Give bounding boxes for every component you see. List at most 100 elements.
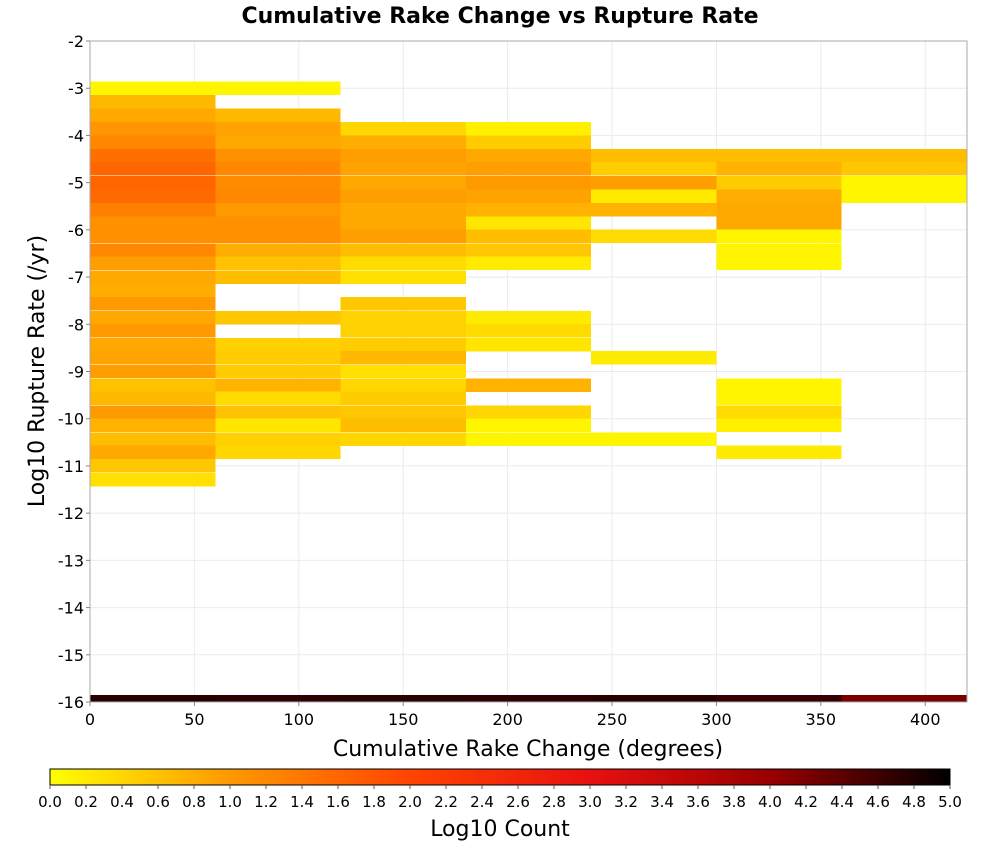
heatmap-cell bbox=[215, 270, 341, 284]
heatmap-cell bbox=[465, 202, 592, 217]
heatmap-cell bbox=[340, 229, 466, 244]
heatmap-cell bbox=[90, 459, 216, 473]
heatmap-cell bbox=[215, 229, 341, 244]
heatmap-cell bbox=[215, 202, 341, 217]
colorbar-tick-label: 4.2 bbox=[794, 793, 818, 811]
heatmap-cell bbox=[90, 337, 216, 352]
heatmap-cell bbox=[90, 81, 216, 95]
colorbar-tick-label: 0.2 bbox=[74, 793, 98, 811]
heatmap-cell bbox=[340, 391, 466, 406]
heatmap-cell bbox=[90, 378, 216, 392]
heatmap-cell bbox=[716, 695, 842, 702]
x-tick-label: 250 bbox=[597, 710, 628, 729]
heatmap-cell bbox=[90, 135, 216, 149]
heatmap-cell bbox=[716, 256, 842, 271]
colorbar-tick-label: 1.4 bbox=[290, 793, 314, 811]
heatmap-cell bbox=[591, 175, 717, 190]
heatmap-cell bbox=[465, 256, 592, 271]
heatmap-cell bbox=[591, 432, 717, 446]
heatmap-cell bbox=[215, 378, 341, 392]
y-tick-label: -4 bbox=[68, 126, 84, 145]
heatmap-cell bbox=[90, 270, 216, 284]
heatmap-cell bbox=[716, 418, 842, 433]
heatmap-cell bbox=[591, 229, 717, 244]
heatmap-cell bbox=[340, 243, 466, 257]
heatmap-cell bbox=[90, 472, 216, 487]
x-tick-label: 400 bbox=[910, 710, 941, 729]
heatmap-cell bbox=[340, 310, 466, 325]
heatmap-cell bbox=[465, 695, 592, 702]
heatmap-cell bbox=[215, 175, 341, 190]
heatmap-cell bbox=[465, 243, 592, 257]
heatmap-cell bbox=[90, 391, 216, 406]
heatmap-cell bbox=[591, 351, 717, 365]
colorbar-tick-label: 0.6 bbox=[146, 793, 170, 811]
heatmap-cell bbox=[465, 432, 592, 446]
heatmap-cell bbox=[215, 122, 341, 136]
heatmap-cell bbox=[340, 162, 466, 176]
heatmap-cells bbox=[90, 81, 967, 702]
heatmap-cell bbox=[340, 418, 466, 433]
heatmap-cell bbox=[215, 135, 341, 149]
heatmap-cell bbox=[215, 108, 341, 122]
heatmap-cell bbox=[215, 162, 341, 176]
x-axis-ticks: 0 50 100 150 200 250 300 350 400 bbox=[85, 702, 941, 729]
colorbar-tick-label: 3.8 bbox=[722, 793, 746, 811]
heatmap-cell bbox=[465, 324, 592, 338]
heatmap-cell bbox=[90, 351, 216, 365]
colorbar-tick-label: 4.6 bbox=[866, 793, 890, 811]
heatmap-cell bbox=[340, 337, 466, 352]
heatmap-cell bbox=[215, 418, 341, 433]
heatmap-cell bbox=[215, 243, 341, 257]
heatmap-cell bbox=[90, 202, 216, 217]
colorbar-tick-label: 2.0 bbox=[398, 793, 422, 811]
heatmap-cell bbox=[90, 364, 216, 379]
heatmap-cell bbox=[716, 391, 842, 406]
heatmap-cell bbox=[841, 162, 967, 176]
heatmap-cell bbox=[716, 202, 842, 217]
colorbar-tick-label: 0.4 bbox=[110, 793, 134, 811]
heatmap-cell bbox=[716, 405, 842, 419]
heatmap-cell bbox=[90, 324, 216, 338]
heatmap-cell bbox=[90, 418, 216, 433]
heatmap-cell bbox=[340, 148, 466, 163]
heatmap-cell bbox=[215, 81, 341, 95]
colorbar-tick-label: 1.6 bbox=[326, 793, 350, 811]
heatmap-cell bbox=[465, 216, 592, 230]
y-tick-label: -3 bbox=[68, 79, 84, 98]
heatmap-cell bbox=[465, 418, 592, 433]
heatmap-cell bbox=[90, 95, 216, 109]
colorbar-tick-label: 4.8 bbox=[902, 793, 926, 811]
colorbar-tick-label: 3.0 bbox=[578, 793, 602, 811]
heatmap-cell bbox=[716, 445, 842, 459]
colorbar-tick-label: 2.2 bbox=[434, 793, 458, 811]
y-tick-label: -14 bbox=[58, 599, 84, 618]
heatmap-cell bbox=[340, 189, 466, 204]
colorbar-tick-label: 0.0 bbox=[38, 793, 62, 811]
x-tick-label: 50 bbox=[184, 710, 204, 729]
heatmap-cell bbox=[340, 216, 466, 230]
heatmap-cell bbox=[591, 162, 717, 176]
heatmap-cell bbox=[591, 695, 717, 702]
colorbar-tick-label: 0.8 bbox=[182, 793, 206, 811]
colorbar-tick-label: 4.0 bbox=[758, 793, 782, 811]
heatmap-cell bbox=[465, 378, 592, 392]
heatmap-cell bbox=[465, 175, 592, 190]
x-tick-label: 0 bbox=[85, 710, 95, 729]
colorbar-tick-label: 2.4 bbox=[470, 793, 494, 811]
heatmap-cell bbox=[90, 216, 216, 230]
heatmap-cell bbox=[90, 405, 216, 419]
heatmap-cell bbox=[215, 216, 341, 230]
heatmap-cell bbox=[215, 391, 341, 406]
heatmap-cell bbox=[90, 284, 216, 298]
heatmap-cell bbox=[465, 189, 592, 204]
chart-title: Cumulative Rake Change vs Rupture Rate bbox=[241, 4, 758, 29]
heatmap-cell bbox=[340, 432, 466, 446]
colorbar-tick-label: 1.0 bbox=[218, 793, 242, 811]
heatmap-cell bbox=[90, 148, 216, 163]
heatmap-cell bbox=[340, 324, 466, 338]
heatmap-cell bbox=[90, 256, 216, 271]
heatmap-cell bbox=[465, 405, 592, 419]
x-tick-label: 350 bbox=[806, 710, 837, 729]
